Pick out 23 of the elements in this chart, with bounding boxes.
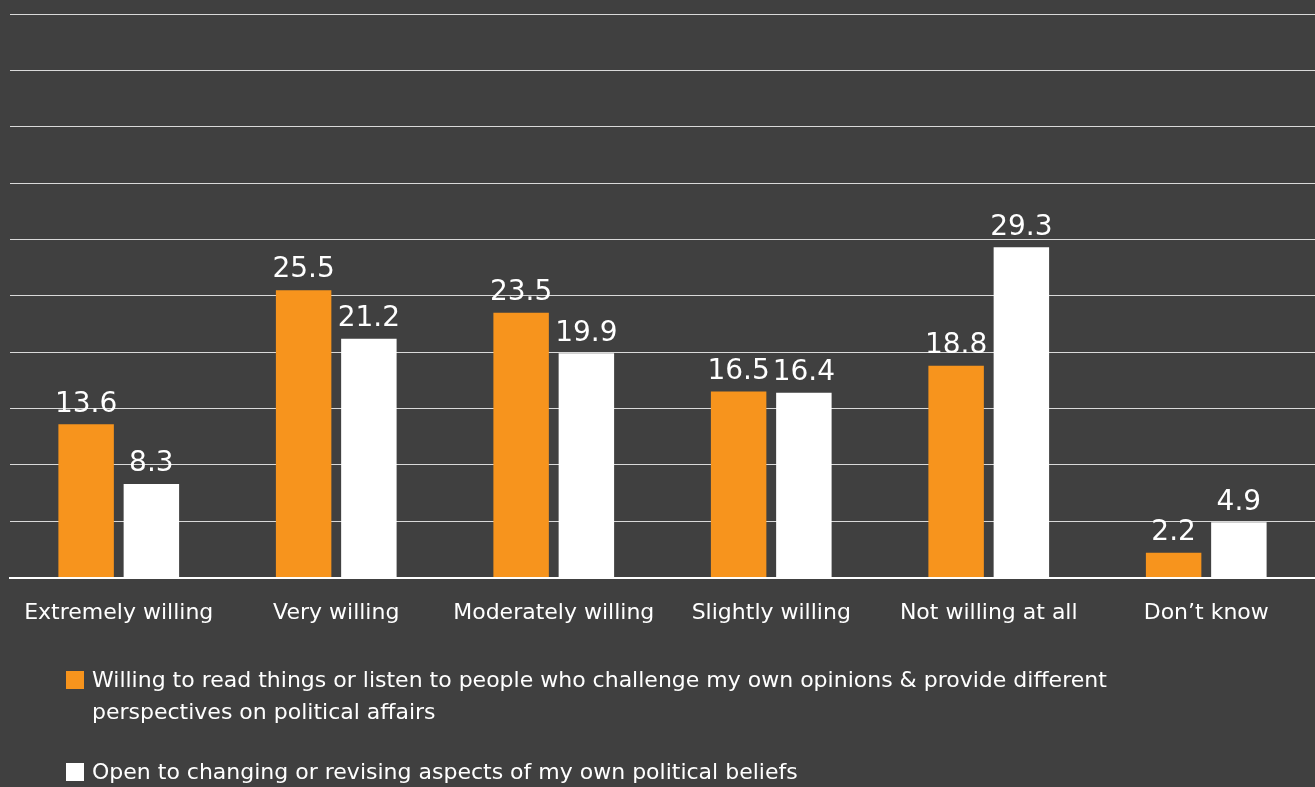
data-label: 4.9 [1216,483,1262,517]
legend-label: Willing to read things or listen to people who challenge my own opinions & provide different perspectives on political affairs [92,666,1108,726]
bar [58,424,114,578]
data-label: 25.5 [272,251,335,285]
legend-label: Open to changing or revising aspects of my own political beliefs [92,758,798,786]
data-label: 29.3 [990,208,1053,242]
x-tick-label: Extremely willing [24,598,214,624]
bar [275,290,332,578]
data-label: 16.4 [772,354,836,388]
data-label: 2.2 [1151,514,1196,548]
data-label: 19.9 [555,314,618,348]
x-tick-label: Very willing [273,598,400,624]
bar [928,365,984,578]
x-tick-label: Moderately willing [453,598,655,624]
data-label: 16.5 [707,352,770,386]
bar [493,312,549,578]
data-label: 18.8 [924,326,988,360]
data-label: 21.2 [337,299,401,333]
x-tick-label: Slightly willing [691,598,851,624]
bar [1145,552,1202,578]
bar [710,391,767,578]
x-tick-label: Don’t know [1143,598,1269,624]
x-tick-label: Not willing at all [899,598,1078,624]
